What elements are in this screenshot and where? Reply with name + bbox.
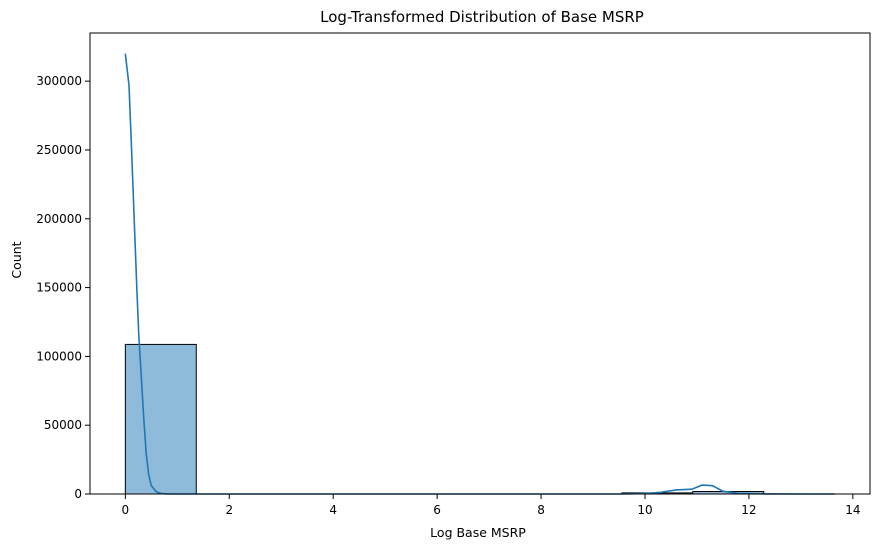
x-ticks: 0 2 4 6 8 10 12 14 [122, 494, 861, 517]
kde-line [125, 54, 834, 494]
y-tick-label: 0 [74, 487, 82, 501]
bars-layer [125, 344, 834, 494]
x-tick-label: 2 [225, 503, 233, 517]
x-tick-label: 12 [741, 503, 756, 517]
y-tick-label: 250000 [36, 143, 82, 157]
x-tick-label: 4 [329, 503, 337, 517]
axes-frame [90, 33, 870, 494]
y-axis-label: Count [9, 241, 24, 278]
x-tick-label: 8 [537, 503, 545, 517]
y-tick-label: 200000 [36, 212, 82, 226]
x-tick-label: 0 [122, 503, 130, 517]
histogram-bar-0 [125, 344, 196, 494]
kde-layer [125, 54, 834, 494]
x-axis-label: Log Base MSRP [430, 525, 526, 540]
x-tick-label: 14 [845, 503, 860, 517]
x-tick-label: 10 [637, 503, 652, 517]
x-tick-label: 6 [433, 503, 441, 517]
y-ticks: 0 50000 100000 150000 200000 250000 300000 [36, 74, 90, 501]
y-tick-label: 150000 [36, 281, 82, 295]
y-tick-label: 50000 [44, 418, 82, 432]
axes-layer [90, 33, 870, 494]
y-tick-label: 300000 [36, 74, 82, 88]
chart-title: Log-Transformed Distribution of Base MSR… [320, 8, 644, 26]
y-tick-label: 100000 [36, 349, 82, 363]
